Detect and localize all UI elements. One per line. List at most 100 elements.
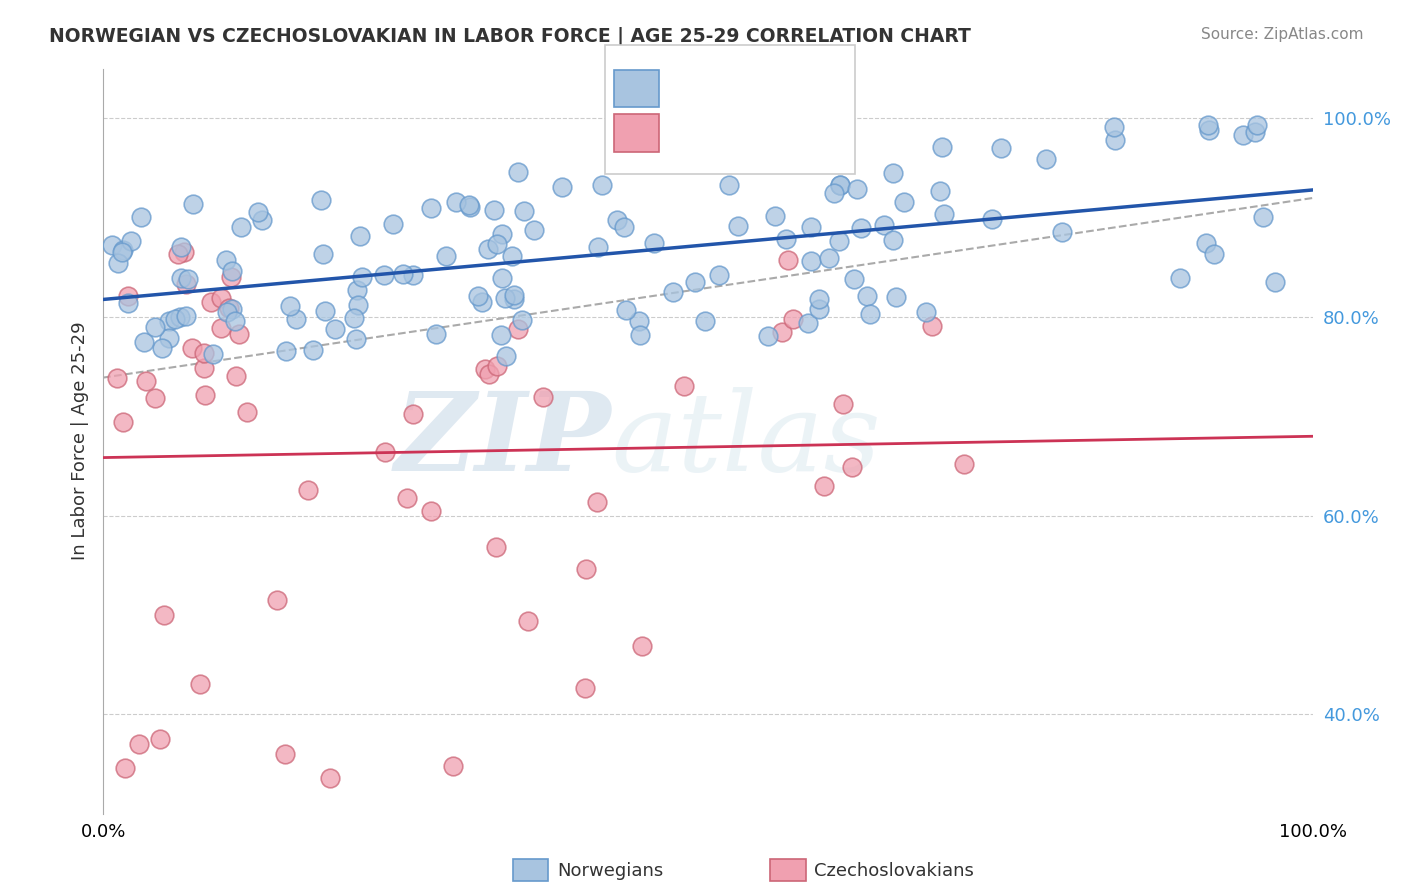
Point	[319, 771, 342, 785]
Text: N =: N =	[763, 118, 807, 137]
Point	[1243, 125, 1265, 139]
Point	[882, 166, 904, 180]
Point	[932, 207, 955, 221]
Point	[614, 302, 637, 317]
Point	[503, 292, 526, 306]
Point	[1204, 247, 1226, 261]
Point	[420, 201, 443, 215]
Point	[516, 614, 538, 628]
Point	[302, 343, 325, 358]
Point	[873, 218, 896, 232]
Point	[1035, 152, 1057, 166]
Point	[420, 504, 443, 518]
Point	[832, 397, 855, 411]
Point	[236, 405, 259, 419]
Point	[591, 178, 613, 193]
Point	[143, 320, 166, 334]
Point	[105, 370, 128, 384]
Point	[149, 731, 172, 746]
Point	[200, 294, 222, 309]
Point	[627, 314, 650, 328]
Point	[441, 759, 464, 773]
Point	[174, 309, 197, 323]
Text: N =: N =	[763, 72, 807, 92]
Point	[575, 562, 598, 576]
Point	[709, 268, 731, 282]
Point	[193, 361, 215, 376]
Point	[128, 737, 150, 751]
Point	[193, 346, 215, 360]
Point	[813, 479, 835, 493]
Point	[808, 302, 831, 317]
Point	[800, 254, 823, 268]
Point	[828, 178, 851, 192]
Point	[859, 307, 882, 321]
Point	[373, 268, 395, 283]
Point	[630, 639, 652, 653]
Point	[401, 407, 423, 421]
Point	[683, 275, 706, 289]
Point	[170, 270, 193, 285]
Point	[1195, 236, 1218, 251]
Point	[763, 210, 786, 224]
Point	[915, 305, 938, 319]
Point	[209, 292, 232, 306]
Point	[218, 301, 240, 315]
Text: R =: R =	[671, 72, 713, 92]
Point	[727, 219, 749, 233]
Point	[928, 185, 950, 199]
Point	[551, 180, 574, 194]
Point	[225, 369, 247, 384]
Point	[273, 747, 295, 761]
Point	[782, 312, 804, 326]
Point	[502, 288, 524, 302]
Point	[152, 607, 174, 622]
Point	[247, 205, 270, 219]
Point	[513, 203, 536, 218]
Point	[486, 359, 509, 373]
Point	[893, 195, 915, 210]
Text: atlas: atlas	[612, 387, 882, 495]
Point	[478, 368, 501, 382]
Point	[101, 238, 124, 252]
Point	[135, 375, 157, 389]
Point	[485, 237, 508, 252]
Text: 127: 127	[797, 72, 838, 92]
Point	[374, 445, 396, 459]
Point	[120, 234, 142, 248]
Point	[143, 391, 166, 405]
Text: Source: ZipAtlas.com: Source: ZipAtlas.com	[1201, 27, 1364, 42]
Point	[150, 342, 173, 356]
Point	[489, 327, 512, 342]
Point	[201, 347, 224, 361]
Point	[510, 312, 533, 326]
Point	[344, 332, 367, 346]
Point	[990, 141, 1012, 155]
Point	[134, 335, 156, 350]
Point	[474, 362, 496, 376]
Point	[695, 314, 717, 328]
Point	[931, 140, 953, 154]
Point	[278, 299, 301, 313]
Point	[856, 289, 879, 303]
Point	[981, 212, 1004, 227]
Point	[174, 277, 197, 291]
Point	[662, 285, 685, 299]
Point	[228, 326, 250, 341]
Point	[312, 247, 335, 261]
Point	[297, 483, 319, 498]
Point	[1251, 210, 1274, 224]
Point	[585, 495, 607, 509]
Point	[628, 328, 651, 343]
Point	[467, 288, 489, 302]
Point	[491, 227, 513, 242]
Point	[673, 379, 696, 393]
Point	[167, 247, 190, 261]
Point	[1168, 271, 1191, 285]
Point	[613, 219, 636, 234]
Point	[215, 305, 238, 319]
Point	[458, 200, 481, 214]
Point	[1198, 123, 1220, 137]
Point	[346, 298, 368, 312]
Point	[112, 415, 135, 429]
